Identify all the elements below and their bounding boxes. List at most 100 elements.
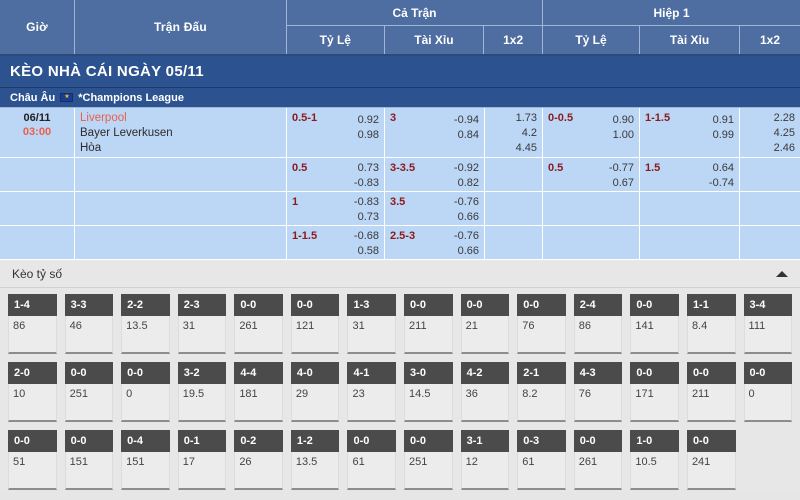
score-label: 0-0 [8,430,57,452]
score-odds-cell[interactable]: 0-3 61 [517,430,566,490]
score-odds-cell[interactable]: 3-2 19.5 [177,362,227,422]
cell-ft-1x2[interactable]: 1.73 4.2 4.45 [485,108,543,157]
score-odd-value: 46 [64,316,114,354]
score-label: 0-2 [234,430,283,452]
cell-h1-handicap[interactable]: 0-0.5 0.90 1.00 [543,108,640,157]
score-label [744,430,793,452]
score-odd-value: 8.2 [517,384,566,422]
score-label: 3-0 [404,362,453,384]
score-odd-value: 211 [686,384,736,422]
table-row[interactable]: 0.5 0.73 -0.83 3-3.5 -0.92 0.82 0.5 -0.7… [0,158,800,192]
ft-handicap-label: 1 [292,196,299,208]
score-odds-cell[interactable]: 0-0 171 [630,362,679,422]
score-label: 0-0 [404,294,453,316]
cell-ft-overunder[interactable]: 3-3.5 -0.92 0.82 [385,158,485,191]
score-odds-cell[interactable]: 1-2 13.5 [290,430,340,490]
cell-time [0,158,75,191]
score-odds-cell[interactable]: 2-3 31 [177,294,227,354]
league-bar[interactable]: Châu Âu *Champions League [0,88,800,108]
score-odds-cell[interactable]: 0-0 241 [686,430,736,490]
score-odds-cell[interactable]: 0-2 26 [234,430,283,490]
cell-h1-1x2 [740,226,800,259]
score-odd-value: 26 [234,452,283,490]
score-odds-cell[interactable]: 2-2 13.5 [121,294,170,354]
score-odds-cell[interactable]: 0-0 0 [743,362,793,422]
cell-ft-overunder[interactable]: 3.5 -0.76 0.66 [385,192,485,225]
score-odds-cell[interactable]: 1-4 86 [8,294,57,354]
score-odds-cell[interactable]: 0-0 21 [460,294,510,354]
score-label: 0-0 [347,430,397,452]
score-odds-cell[interactable]: 0-0 251 [64,362,114,422]
score-odds-cell[interactable]: 0-0 141 [630,294,679,354]
score-odds-cell[interactable]: 4-2 36 [460,362,510,422]
h1-handicap-label: 0-0.5 [548,112,574,124]
cell-ft-handicap[interactable]: 0.5 0.73 -0.83 [287,158,385,191]
cell-ft-handicap[interactable]: 1-1.5 -0.68 0.58 [287,226,385,259]
score-odds-cell[interactable]: 0-0 61 [347,430,397,490]
h1-1x2-away: 2.46 [773,142,795,154]
score-odds-header[interactable]: Kèo tỷ số [0,260,800,288]
score-odds-cell[interactable]: 1-3 31 [347,294,397,354]
ft-ou-odd-1: -0.76 [453,230,479,242]
score-odds-cell[interactable]: 0-0 261 [573,430,623,490]
cell-h1-overunder [640,226,740,259]
score-odds-cell[interactable]: 1-0 10.5 [630,430,679,490]
ft-handicap-label: 0.5-1 [292,112,318,124]
cell-ft-overunder[interactable]: 2.5-3 -0.76 0.66 [385,226,485,259]
score-label: 1-4 [8,294,57,316]
score-odds-cell[interactable]: 0-0 251 [404,430,453,490]
score-odds-cell[interactable]: 0-0 0 [121,362,170,422]
h1-ou-odd-1: 0.91 [712,114,734,126]
cell-h1-overunder[interactable]: 1.5 0.64 -0.74 [640,158,740,191]
score-label: 4-0 [290,362,340,384]
cell-ft-overunder[interactable]: 3 -0.94 0.84 [385,108,485,157]
score-odd-value: 13.5 [121,316,170,354]
cell-h1-1x2[interactable]: 2.28 4.25 2.46 [740,108,800,157]
score-odds-cell[interactable]: 4-4 181 [234,362,283,422]
score-label: 0-4 [121,430,170,452]
table-row[interactable]: 1-1.5 -0.68 0.58 2.5-3 -0.76 0.66 [0,226,800,260]
score-odds-cell[interactable]: 0-0 261 [234,294,283,354]
score-odds-cell[interactable]: 4-0 29 [290,362,340,422]
score-odds-cell[interactable]: 0-0 151 [64,430,114,490]
score-odds-cell[interactable]: 2-1 8.2 [517,362,566,422]
cell-h1-handicap [543,226,640,259]
score-odds-cell[interactable]: 4-3 76 [573,362,623,422]
cell-match [75,158,287,191]
score-label: 1-0 [630,430,679,452]
score-odd-value: 111 [743,316,793,354]
header-ft-taixiu: Tài Xỉu [385,26,485,54]
score-odd-value [744,452,793,490]
score-odds-cell[interactable]: 0-1 17 [177,430,227,490]
score-odds-cell[interactable]: 3-3 46 [64,294,114,354]
score-odds-panel: Kèo tỷ số 1-4 86 3-3 46 2-2 13.5 2-3 31 0-0 261 0-… [0,260,800,490]
score-odds-cell[interactable]: 2-0 10 [8,362,57,422]
table-row[interactable]: 06/11 03:00 Liverpool Bayer Leverkusen H… [0,108,800,158]
score-odds-cell[interactable]: 0-4 151 [121,430,170,490]
score-odds-cell[interactable]: 3-1 12 [460,430,510,490]
ft-handicap-label: 1-1.5 [292,230,318,242]
score-odds-cell[interactable]: 1-1 8.4 [686,294,736,354]
header-group-firsthalf: Hiệp 1 Tỷ Lệ Tài Xỉu 1x2 [543,0,800,54]
score-odds-cell[interactable]: 0-0 211 [686,362,736,422]
score-odds-cell[interactable]: 4-1 23 [347,362,397,422]
score-odds-cell[interactable]: 0-0 121 [290,294,340,354]
score-odds-cell[interactable]: 0-0 51 [8,430,57,490]
ft-ou-odd-2: 0.84 [457,129,479,141]
score-odds-cell[interactable]: 3-4 111 [743,294,793,354]
score-odd-value: 31 [347,316,397,354]
score-odds-cell[interactable]: 2-4 86 [573,294,623,354]
cell-ft-handicap[interactable]: 1 -0.83 0.73 [287,192,385,225]
score-odds-cell[interactable]: 0-0 211 [404,294,453,354]
score-odd-value: 211 [404,316,453,354]
score-odd-value: 19.5 [177,384,227,422]
score-odds-cell[interactable]: 3-0 14.5 [404,362,453,422]
cell-h1-overunder[interactable]: 1-1.5 0.91 0.99 [640,108,740,157]
score-odd-value: 121 [290,316,340,354]
cell-h1-handicap[interactable]: 0.5 -0.77 0.67 [543,158,640,191]
score-odds-cell[interactable]: 0-0 76 [517,294,566,354]
cell-ft-handicap[interactable]: 0.5-1 0.92 0.98 [287,108,385,157]
table-row[interactable]: 1 -0.83 0.73 3.5 -0.76 0.66 [0,192,800,226]
caret-up-icon[interactable] [776,270,788,277]
score-odd-value: 141 [630,316,679,354]
